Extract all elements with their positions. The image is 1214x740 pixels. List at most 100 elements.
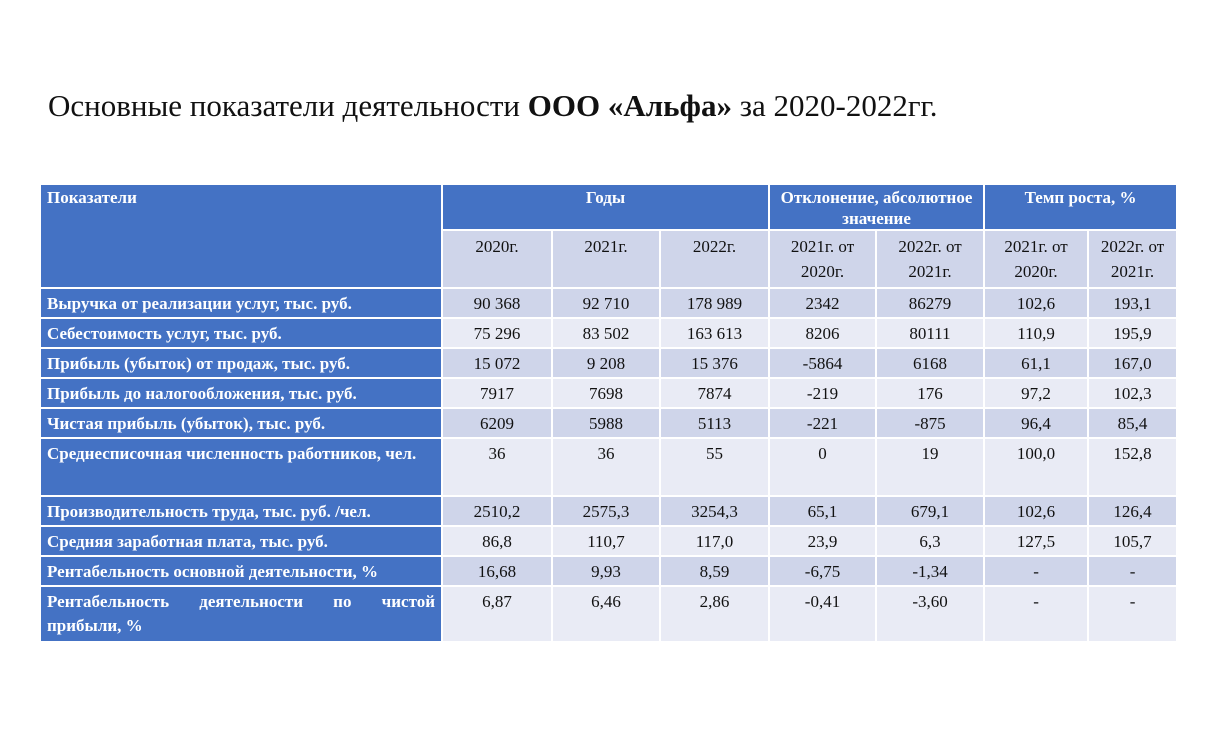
table-row: Рентабельность деятельности по чистой пр… <box>39 585 1179 643</box>
table-cell: - <box>983 555 1090 587</box>
table-cell: - <box>1087 585 1179 643</box>
table-row: Среднесписочная численность работников, … <box>39 437 1179 497</box>
row-label: Рентабельность основной деятельности, % <box>39 555 443 587</box>
subheader-cell: 2021г. от 2020г. <box>983 229 1090 289</box>
row-label: Прибыль (убыток) от продаж, тыс. руб. <box>39 347 443 379</box>
table-row: Выручка от реализации услуг, тыс. руб. 90… <box>39 287 1179 319</box>
subheader-cell: 2021г. от 2020г. <box>768 229 878 289</box>
table-cell: 152,8 <box>1087 437 1179 497</box>
table-cell: 7874 <box>658 377 771 409</box>
table-cell: -6,75 <box>768 555 878 587</box>
table-row: Чистая прибыль (убыток), тыс. руб. 6209 59… <box>39 407 1179 439</box>
table-cell: 96,4 <box>983 407 1090 439</box>
table-cell: 92 710 <box>551 287 661 319</box>
table-cell: 86,8 <box>441 525 553 557</box>
table-cell: 126,4 <box>1087 495 1179 527</box>
table-cell: 679,1 <box>875 495 986 527</box>
table-cell: 117,0 <box>658 525 771 557</box>
table-cell: 6,87 <box>441 585 553 643</box>
table-cell: 5988 <box>551 407 661 439</box>
table-row: Себестоимость услуг, тыс. руб. 75 296 83 5… <box>39 317 1179 349</box>
table-cell: 6,46 <box>551 585 661 643</box>
subheader-cell: 2022г. <box>658 229 771 289</box>
table-row: Прибыль (убыток) от продаж, тыс. руб. 15 … <box>39 347 1179 379</box>
table-cell: 7698 <box>551 377 661 409</box>
table-cell: 105,7 <box>1087 525 1179 557</box>
table-cell: -875 <box>875 407 986 439</box>
table-cell: 15 376 <box>658 347 771 379</box>
table-cell: 2342 <box>768 287 878 319</box>
table-cell: 16,68 <box>441 555 553 587</box>
table-cell: 193,1 <box>1087 287 1179 319</box>
row-label: Рентабельность деятельности по чистой пр… <box>39 585 443 643</box>
table-cell: 102,6 <box>983 495 1090 527</box>
table-cell: 19 <box>875 437 986 497</box>
table-cell: 90 368 <box>441 287 553 319</box>
indicators-table: Показатели Годы Отклонение, абсолютное з… <box>39 183 1179 643</box>
page-title: Основные показатели деятельности ООО «Ал… <box>48 88 938 124</box>
table-cell: 85,4 <box>1087 407 1179 439</box>
table-cell: 2,86 <box>658 585 771 643</box>
table-cell: 102,3 <box>1087 377 1179 409</box>
table-cell: 80111 <box>875 317 986 349</box>
table-cell: 167,0 <box>1087 347 1179 379</box>
table-cell: 9,93 <box>551 555 661 587</box>
table-cell: -219 <box>768 377 878 409</box>
table-cell: -3,60 <box>875 585 986 643</box>
table-cell: 2510,2 <box>441 495 553 527</box>
table-cell: 65,1 <box>768 495 878 527</box>
title-suffix: за 2020-2022гг. <box>732 88 938 123</box>
table-cell: -1,34 <box>875 555 986 587</box>
table-cell: 110,7 <box>551 525 661 557</box>
table-cell: 3254,3 <box>658 495 771 527</box>
header-deviation: Отклонение, абсолютное значение <box>768 183 986 231</box>
table-cell: 75 296 <box>441 317 553 349</box>
subheader-cell: 2022г. от 2021г. <box>1087 229 1179 289</box>
table-row: Средняя заработная плата, тыс. руб. 86,8 1… <box>39 525 1179 557</box>
table-cell: 86279 <box>875 287 986 319</box>
table-cell: - <box>983 585 1090 643</box>
subheader-cell: 2020г. <box>441 229 553 289</box>
subheader-cell: 2021г. <box>551 229 661 289</box>
subheader-cell: 2022г. от 2021г. <box>875 229 986 289</box>
table-cell: 8,59 <box>658 555 771 587</box>
row-label: Чистая прибыль (убыток), тыс. руб. <box>39 407 443 439</box>
table-cell: 0 <box>768 437 878 497</box>
row-label: Выручка от реализации услуг, тыс. руб. <box>39 287 443 319</box>
row-label: Среднесписочная численность работников, … <box>39 437 443 497</box>
table-cell: 8206 <box>768 317 878 349</box>
header-growth: Темп роста, % <box>983 183 1179 231</box>
table-cell: 100,0 <box>983 437 1090 497</box>
title-company: ООО «Альфа» <box>527 88 732 123</box>
table-cell: 195,9 <box>1087 317 1179 349</box>
table-cell: 23,9 <box>768 525 878 557</box>
table-cell: 102,6 <box>983 287 1090 319</box>
table-cell: 83 502 <box>551 317 661 349</box>
table-cell: 5113 <box>658 407 771 439</box>
table-cell: 2575,3 <box>551 495 661 527</box>
table-cell: 36 <box>551 437 661 497</box>
table-cell: 127,5 <box>983 525 1090 557</box>
header-indicators: Показатели <box>39 183 443 289</box>
table-cell: 97,2 <box>983 377 1090 409</box>
row-label: Себестоимость услуг, тыс. руб. <box>39 317 443 349</box>
table-cell: 163 613 <box>658 317 771 349</box>
table-cell: 7917 <box>441 377 553 409</box>
table-cell: 15 072 <box>441 347 553 379</box>
table-cell: 6,3 <box>875 525 986 557</box>
table-cell: - <box>1087 555 1179 587</box>
table-cell: 176 <box>875 377 986 409</box>
table-row: Прибыль до налогообложения, тыс. руб. 791… <box>39 377 1179 409</box>
table-row: Рентабельность основной деятельности, % 1… <box>39 555 1179 587</box>
table-cell: 110,9 <box>983 317 1090 349</box>
table-cell: 55 <box>658 437 771 497</box>
header-years: Годы <box>440 183 771 231</box>
row-label: Средняя заработная плата, тыс. руб. <box>39 525 443 557</box>
table-row: Производительность труда, тыс. руб. /чел… <box>39 495 1179 527</box>
table-cell: 61,1 <box>983 347 1090 379</box>
row-label: Производительность труда, тыс. руб. /чел… <box>39 495 443 527</box>
table-cell: -221 <box>768 407 878 439</box>
table-cell: 178 989 <box>658 287 771 319</box>
table-cell: 9 208 <box>551 347 661 379</box>
table-cell: -5864 <box>768 347 878 379</box>
